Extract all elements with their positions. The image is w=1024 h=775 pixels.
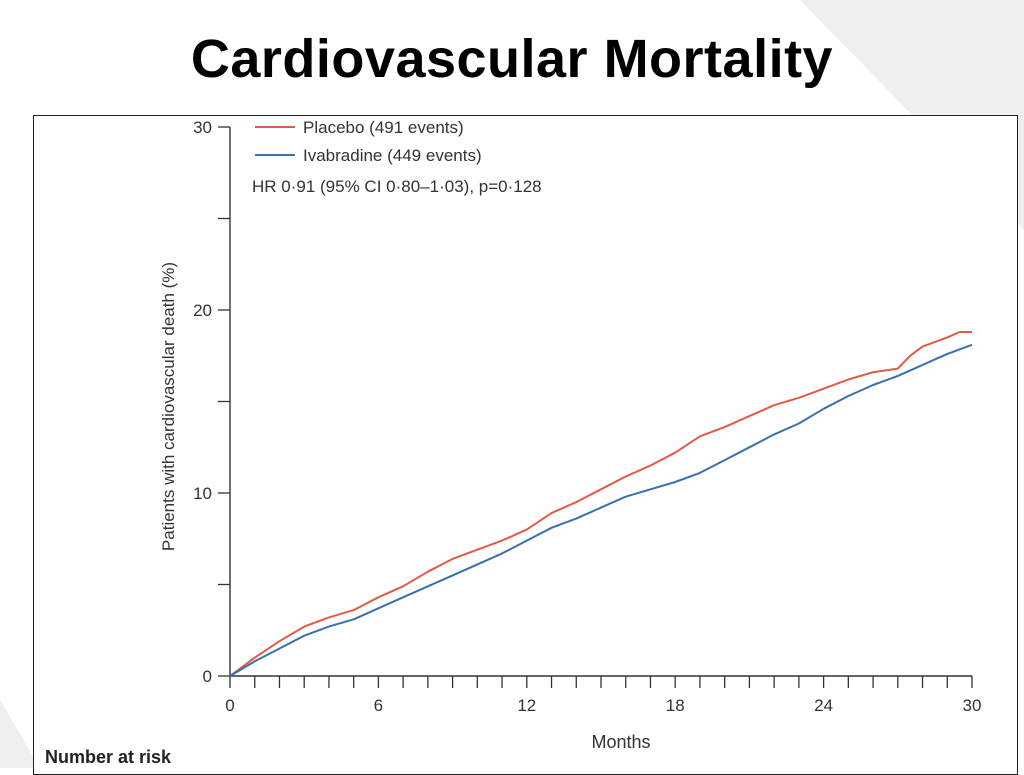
number-at-risk-label: Number at risk xyxy=(45,747,172,767)
hazard-ratio-annotation: HR 0·91 (95% CI 0·80–1·03), p=0·128 xyxy=(252,177,542,196)
series-line-placebo xyxy=(229,331,972,677)
x-tick-label: 12 xyxy=(517,696,536,715)
x-tick-label: 24 xyxy=(814,696,833,715)
legend-label: Ivabradine (449 events) xyxy=(303,146,482,165)
y-axis-label: Patients with cardiovascular death (%) xyxy=(159,262,178,551)
x-tick-label: 30 xyxy=(963,696,982,715)
x-tick-label: 18 xyxy=(666,696,685,715)
y-tick-label: 20 xyxy=(193,301,212,320)
legend-label: Placebo (491 events) xyxy=(303,118,464,137)
y-tick-label: 30 xyxy=(193,118,212,137)
y-tick-label: 10 xyxy=(193,484,212,503)
series-line-ivabradine xyxy=(229,343,973,677)
figure-frame xyxy=(33,115,1018,775)
slide-title: Cardiovascular Mortality xyxy=(190,29,834,89)
km-chart: 0 10 20 30 0 6 12 18 24 30 Months Patients with car… xyxy=(45,118,982,767)
y-tick-label: 0 xyxy=(203,667,212,686)
x-tick-label: 6 xyxy=(374,696,383,715)
x-tick-label: 0 xyxy=(225,696,234,715)
x-axis-label: Months xyxy=(591,732,650,752)
